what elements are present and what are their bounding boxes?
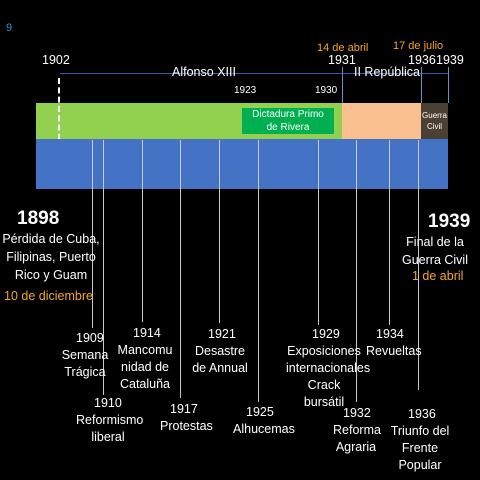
end-year: 1939 xyxy=(428,211,471,232)
event-1936-label: Triunfo del Frente Popular xyxy=(390,424,450,472)
year-1936-top-label: 1936 xyxy=(408,53,436,67)
tick-1939-top xyxy=(448,67,449,103)
start-date: 10 de diciembre xyxy=(4,289,93,303)
event-1910-label: Reformismo liberal xyxy=(76,413,144,444)
guerra-civil-label: Guerra Civil xyxy=(422,111,447,131)
tick-1910 xyxy=(103,140,104,395)
tick-1936 xyxy=(418,140,419,390)
event-1917-label: Protestas xyxy=(160,419,213,433)
tick-1914 xyxy=(142,140,143,322)
event-1929-label: Exposiciones internacionales Crack bursá… xyxy=(286,344,371,409)
event-1932-label: Reforma Agraria xyxy=(333,423,381,454)
tick-1909 xyxy=(92,140,93,328)
year-1902-label: 1902 xyxy=(42,53,70,67)
year-1923-label: 1923 xyxy=(234,85,257,96)
event-1917-year: 1917 xyxy=(170,402,198,416)
event-1934-label: Revueltas xyxy=(366,344,422,358)
slide-number: 9 xyxy=(6,22,13,34)
event-1909-year: 1909 xyxy=(76,331,104,345)
alfonso-xiii-label: Alfonso XIII xyxy=(172,65,236,79)
dictadura-label: Dictadura Primo de Rivera xyxy=(252,109,324,133)
year-1939-top-label: 1939 xyxy=(436,53,464,67)
tick-1921 xyxy=(219,140,220,323)
event-1934-year: 1934 xyxy=(376,327,404,341)
tick-1934 xyxy=(389,140,390,325)
event-1909-label: Semana Trágica xyxy=(61,348,109,379)
event-1921-label: Desastre de Annual xyxy=(192,344,248,375)
end-description: Final de la Guerra Civil xyxy=(402,235,468,267)
start-year: 1898 xyxy=(17,208,60,229)
event-1910-year: 1910 xyxy=(94,396,122,410)
ii-republica-bar xyxy=(342,103,421,139)
event-1925-label: Alhucemas xyxy=(233,422,295,436)
ii-republica-label: II República xyxy=(354,65,421,79)
event-1914-label: Mancomunidad de Cataluña xyxy=(117,343,173,391)
event-1932-year: 1932 xyxy=(343,406,371,420)
tick-1931-top xyxy=(342,67,343,103)
year-1930-label: 1930 xyxy=(315,85,338,96)
event-1925-year: 1925 xyxy=(246,405,274,419)
tick-1917 xyxy=(180,140,181,398)
event-1929-year: 1929 xyxy=(312,327,340,341)
event-1921-year: 1921 xyxy=(208,327,236,341)
date-17-julio-label: 17 de julio xyxy=(393,40,444,52)
dictadura-bar: Dictadura Primo de Rivera xyxy=(242,108,334,134)
tick-1925 xyxy=(258,140,259,402)
tick-1929 xyxy=(318,140,319,325)
date-14-abril-label: 14 de abril xyxy=(317,42,369,54)
dashed-marker-1902 xyxy=(58,78,60,140)
tick-1936-top xyxy=(421,67,422,103)
timeline-bar xyxy=(36,139,448,189)
alfonso-axis-line xyxy=(60,73,342,74)
guerra-civil-bar: Guerra Civil xyxy=(421,103,448,139)
event-1914-year: 1914 xyxy=(133,326,161,340)
year-1931-label: 1931 xyxy=(328,53,356,67)
event-1936-year: 1936 xyxy=(408,407,436,421)
tick-1932 xyxy=(356,140,357,402)
start-description: Pérdida de Cuba, Filipinas, Puerto Rico … xyxy=(2,232,100,282)
end-date: 1 de abril xyxy=(412,269,464,283)
republica-axis-line xyxy=(342,73,448,74)
